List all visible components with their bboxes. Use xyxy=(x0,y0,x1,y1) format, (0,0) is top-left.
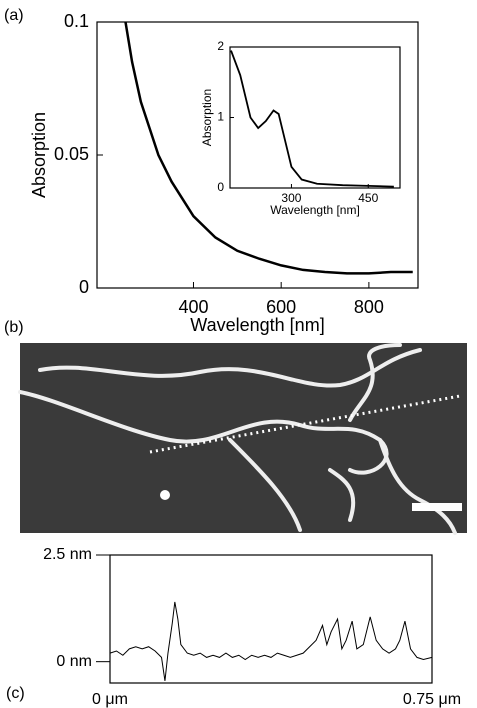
y-tick-label: 0 xyxy=(79,277,89,297)
y-tick-label: 0 nm xyxy=(56,653,92,670)
x-tick-label: 0 μm xyxy=(92,691,128,708)
data-line xyxy=(230,50,394,188)
y-tick-label: 2.5 nm xyxy=(43,546,92,563)
x-tick-label: 800 xyxy=(354,297,384,317)
plot-frame xyxy=(109,554,433,684)
y-tick-label: 0.1 xyxy=(64,11,89,31)
y-tick-label: 0 xyxy=(217,180,224,194)
panel-label: (a) xyxy=(4,7,24,24)
x-tick-label: 450 xyxy=(358,191,378,205)
data-line xyxy=(109,601,433,681)
x-tick-label: 300 xyxy=(281,191,301,205)
y-tick-label: 1 xyxy=(217,110,224,124)
x-tick-label: 0.75 μm xyxy=(403,691,461,708)
plot-frame xyxy=(229,46,401,189)
y-axis-label: Absorption xyxy=(200,89,214,146)
y-tick-label: 0.05 xyxy=(54,144,89,164)
y-tick-label: 2 xyxy=(217,39,224,53)
afm-image xyxy=(18,343,467,535)
y-axis-label: Absorption xyxy=(29,112,49,198)
x-axis-label: Wavelength [nm] xyxy=(270,203,360,217)
x-axis-label: Wavelength [nm] xyxy=(190,315,324,335)
data-line xyxy=(124,21,413,275)
panel-label: (b) xyxy=(4,319,24,336)
panel-label: (c) xyxy=(6,685,25,702)
x-tick-label: 400 xyxy=(178,297,208,317)
x-tick-label: 600 xyxy=(266,297,296,317)
